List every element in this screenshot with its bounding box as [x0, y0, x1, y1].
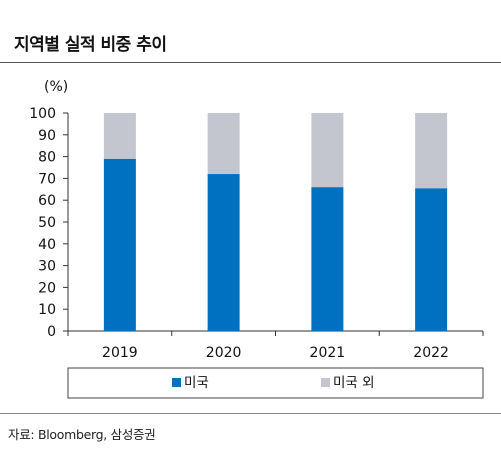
- y-tick-label: 50: [38, 215, 56, 231]
- legend: 미국 미국 외: [67, 367, 484, 399]
- x-tick-label: 2021: [310, 345, 346, 361]
- legend-label: 미국 외: [333, 375, 375, 391]
- y-tick-label: 100: [29, 106, 56, 122]
- bar-us-2019: [103, 158, 136, 331]
- bar-us-2020: [207, 174, 240, 331]
- x-tick-label: 2022: [413, 345, 449, 361]
- legend-box: [67, 367, 484, 399]
- y-tick-label: 10: [38, 302, 56, 318]
- bar-non-us-2022: [415, 113, 448, 189]
- x-tick-label: 2019: [102, 345, 138, 361]
- source-note: 자료: Bloomberg, 삼성증권: [8, 427, 156, 442]
- legend-swatch: [321, 378, 330, 387]
- bar-us-2021: [311, 187, 344, 331]
- y-tick-label: 70: [38, 171, 56, 187]
- x-tick-label: 2020: [206, 345, 242, 361]
- y-tick-label: 90: [38, 128, 56, 144]
- y-tick-label: 0: [47, 324, 56, 340]
- legend-swatch: [172, 378, 181, 387]
- footer-divider: [0, 413, 501, 414]
- bar-non-us-2021: [311, 113, 344, 188]
- title-divider: [0, 62, 501, 63]
- y-tick-label: 60: [38, 193, 56, 209]
- legend-label: 미국: [184, 375, 209, 391]
- y-axis: 0 10 20 30 40 50 60 70 80 90 100: [29, 106, 69, 340]
- chart-title: 지역별 실적 비중 추이: [14, 35, 167, 55]
- y-tick-label: 20: [38, 280, 56, 296]
- bar-non-us-2019: [103, 113, 136, 159]
- bars: [103, 113, 448, 331]
- x-axis: 2019 2020 2021 2022: [67, 330, 484, 361]
- y-tick-label: 30: [38, 259, 56, 275]
- y-tick-label: 80: [38, 150, 56, 166]
- bar-non-us-2020: [207, 113, 240, 175]
- bar-us-2022: [415, 188, 448, 331]
- y-tick-label: 40: [38, 237, 56, 253]
- y-unit-label: (%): [44, 79, 68, 95]
